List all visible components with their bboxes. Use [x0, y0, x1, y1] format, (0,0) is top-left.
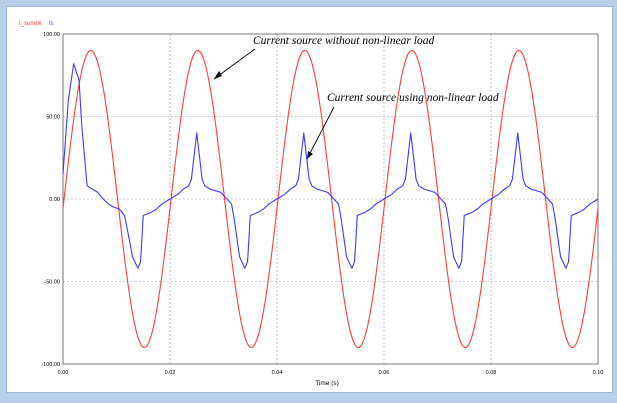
x-tick-label: 0.08 [486, 370, 497, 376]
x-tick-label: 0.04 [272, 370, 283, 376]
annotation-arrow [306, 106, 335, 160]
annotation-using-nonlinear: Current source using non-linear load [327, 92, 499, 104]
legend: I_sumbir Is [19, 21, 54, 27]
x-tick-label: 0.00 [58, 370, 69, 376]
x-axis-label: Time (s) [315, 380, 339, 387]
y-tick-label: 0.00 [49, 197, 60, 203]
x-tick-label: 0.02 [165, 370, 176, 376]
series-line-i-sumbir [62, 49, 599, 349]
arrowhead-icon [307, 151, 313, 159]
line-chart: I_sumbir Is 100.00 50.00 0.00 -50.00 -100.00… [19, 21, 604, 387]
x-tick-label: 0.06 [379, 370, 390, 376]
series-line-is [62, 63, 599, 269]
annotation-arrow [213, 48, 256, 80]
x-tick-label: 0.10 [593, 370, 604, 376]
y-tick-label: -50.00 [44, 280, 60, 286]
legend-label-is: Is [49, 21, 54, 27]
annotation-without-nonlinear: Current source without non-linear load [253, 35, 434, 47]
y-tick-label: -100.00 [41, 362, 60, 368]
chart-frame: I_sumbir Is 100.00 50.00 0.00 -50.00 -100.00… [6, 6, 613, 393]
legend-label-i-sumbir: I_sumbir [19, 21, 42, 27]
y-tick-label: 50.00 [46, 115, 60, 121]
arrowhead-icon [214, 71, 222, 79]
y-tick-label: 100.00 [43, 32, 60, 38]
